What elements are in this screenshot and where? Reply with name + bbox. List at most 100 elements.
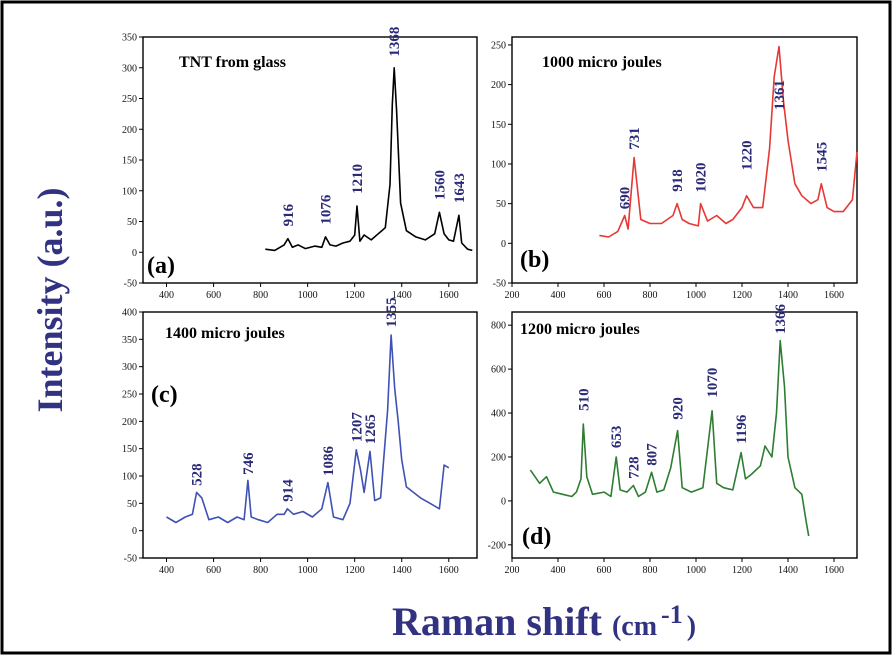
panel-c-peak-label: 1086 [321,446,337,477]
panel-d-x-tick-label: 400 [551,565,566,576]
panel-d-x-tick-label: 1400 [778,565,798,576]
panel-c-y-tick-label: 200 [122,417,137,428]
panel-c-x-tick-label: 1600 [439,565,459,576]
panel-c-y-tick-label: 150 [122,444,137,455]
panel-b-y-tick-label: 150 [491,120,506,131]
panel-a-y-tick-label: 50 [127,217,137,228]
panel-d-peak-label: 920 [671,397,687,420]
panel-a-plot-frame [142,36,478,284]
panel-d-peak-label: 807 [645,443,661,466]
x-axis-label-main: Raman shift [392,599,603,644]
panel-d-plot-frame [511,311,858,559]
panel-b-y-tick-label: 100 [491,159,506,170]
panel-b-peak-label: 1020 [694,163,710,193]
panel-b-x-tick-label: 800 [643,290,658,301]
panel-a-x-tick-label: 1000 [298,290,318,301]
panel-a-y-tick-label: 250 [122,94,137,105]
panel-c-x-tick-label: 1000 [298,565,318,576]
panel-d-peak-label: 1070 [705,368,721,398]
panel-c-peak-label: 1265 [363,414,379,444]
panel-d-y-tick-label: 200 [491,452,506,463]
panel-b-y-tick-label: 200 [491,80,506,91]
panel-b-peak-label: 1545 [814,142,830,172]
panel-c-peak-label: 914 [280,479,296,502]
panel-b-x-tick-label: 1000 [686,290,706,301]
panel-c-plot-frame [142,311,478,559]
panel-c-y-tick-label: 400 [122,308,137,319]
x-axis-label-unit-superscript: -1 [661,600,683,629]
panel-d-spectrum-line [529,339,810,537]
panel-d-y-tick-label: 0 [501,496,506,507]
panel-c-x-tick-label: 400 [159,565,174,576]
panel-b-x-tick-label: 1400 [778,290,798,301]
panel-c-label: (c) [151,382,178,408]
panel-d-x-tick-label: 200 [505,565,520,576]
panel-b-x-tick-label: 600 [597,290,612,301]
panel-d-peak-label: 1196 [734,414,750,444]
panel-b-label: (b) [520,247,549,273]
panel-b-peak-label: 731 [627,127,643,150]
panel-a-spectrum-line [265,67,473,252]
panel-b-x-tick-label: 1200 [732,290,752,301]
panel-d-y-tick-label: 600 [491,365,506,376]
panel-d: 200 400 600 800 1000 1200 1400 1600 -200 0 200 400 6… [488,303,858,576]
panel-c-x-tick-label: 800 [253,565,268,576]
panel-b-x-tick-label: 200 [505,290,520,301]
panel-a: 400 600 800 1000 1200 1400 1600 -50 0 50 100 150 200… [122,27,478,301]
panel-d-peak-label: 728 [626,456,642,479]
x-axis-label-unit-open: (cm [612,611,657,642]
panel-c-y-tick-label: 100 [122,472,137,483]
panel-a-peak-label: 1368 [387,27,403,57]
panel-c-peak-label: 1355 [384,297,400,327]
panel-a-peak-label: 1560 [432,170,448,200]
panel-c-y-tick-label: -50 [124,554,137,565]
panel-a-x-tick-label: 1200 [345,290,365,301]
panel-c-peak-label: 528 [190,463,206,486]
panel-b-plot-frame [511,36,858,284]
y-axis-label: Intensity (a.u.) [30,187,70,412]
panel-a-y-tick-label: 200 [122,125,137,136]
panel-d-peak-label: 1366 [773,303,789,334]
panel-d-y-tick-label: 800 [491,321,506,332]
panel-a-peak-label: 1210 [350,164,366,194]
panel-c-peak-label: 1207 [349,412,365,443]
panel-c: 400 600 800 1000 1200 1400 1600 -50 0 50 100 150 200… [122,297,478,576]
panel-b-peak-label: 690 [618,187,634,210]
panel-b-peak-label: 1220 [740,140,756,170]
panel-b: 200 400 600 800 1000 1200 1400 1600 -50 0 50 100 150… [491,36,858,301]
panel-a-x-tick-label: 1400 [392,290,412,301]
panel-a-label: (a) [147,253,175,279]
panel-a-y-tick-label: -50 [124,279,137,290]
panel-b-peak-label: 918 [670,169,686,192]
panel-d-x-tick-label: 1000 [686,565,706,576]
panel-a-title: TNT from glass [179,54,286,71]
panel-c-x-tick-label: 1200 [345,565,365,576]
panel-b-y-tick-label: 50 [496,199,506,210]
panel-c-x-tick-label: 1400 [392,565,412,576]
panel-b-y-tick-label: 250 [491,40,506,51]
panels: 400 600 800 1000 1200 1400 1600-50050100150200… [122,27,858,576]
panel-a-y-tick-label: 0 [132,248,137,259]
panel-b-y-tick-label: 0 [501,239,506,250]
panel-d-x-tick-label: 1600 [824,565,844,576]
panel-d-y-tick-label: -200 [488,540,506,551]
panel-b-title: 1000 micro joules [542,54,662,71]
panel-a-x-tick-label: 800 [253,290,268,301]
panel-c-y-tick-label: 250 [122,390,137,401]
panel-a-x-tick-label: 400 [159,290,174,301]
panel-d-title: 1200 micro joules [520,321,640,338]
panel-b-spectrum-line [599,45,858,238]
panel-c-y-tick-label: 300 [122,362,137,373]
panel-d-peak-label: 510 [576,388,592,411]
panel-a-x-tick-label: 600 [206,290,221,301]
panel-c-y-tick-label: 50 [127,499,137,510]
panel-c-spectrum-line [166,334,450,524]
panel-a-peak-label: 1076 [319,194,335,225]
panel-b-peak-label: 1361 [772,80,788,110]
panel-a-y-tick-label: 350 [122,33,137,44]
panel-a-y-tick-label: 300 [122,63,137,74]
panel-a-y-tick-label: 150 [122,156,137,167]
panel-c-y-tick-label: 350 [122,335,137,346]
